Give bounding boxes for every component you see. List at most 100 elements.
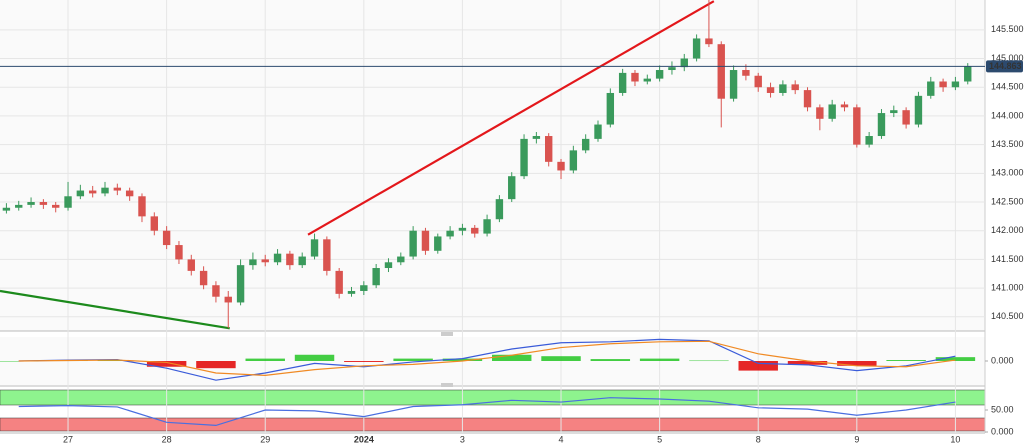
last-price-box [986,60,1023,73]
candle-body [927,81,935,96]
resize-handle[interactable] [441,332,453,336]
candle-body [471,227,479,234]
candle-body [409,230,417,257]
candle-body [495,199,504,220]
candle-body [902,110,910,125]
candle-body [298,256,306,266]
candle-body [52,204,60,208]
y-tick-label: 144.500 [991,82,1024,92]
candle-body [532,136,541,139]
candle-body [643,78,651,82]
candle-body [594,124,602,139]
y-tick-label: 144.000 [991,110,1024,120]
candle-body [692,38,701,59]
y-tick-label: 141.500 [991,254,1024,264]
candle-body [545,136,553,162]
candle-body [618,72,627,93]
trend-line [0,289,230,330]
candle-body [668,67,676,71]
candle-body [76,190,85,197]
histogram-bar [837,361,877,366]
y-tick-label: 142.500 [991,196,1024,206]
candle-body [138,196,146,217]
candle-body [951,81,960,88]
candle-body [27,202,35,205]
candle-body [680,58,688,68]
x-tick-label: 9 [854,434,859,444]
candle-body [347,290,356,294]
histogram-bar [97,360,138,362]
y-tick-label: 141.000 [991,282,1024,292]
candle-body [101,187,109,194]
main-panel [0,0,985,331]
x-tick-label: 27 [63,434,73,444]
candle-body [372,268,380,286]
candle-body [187,259,195,271]
candle-body [64,196,72,208]
indicator-line [18,340,956,377]
candle-body [236,265,245,303]
candle-body [39,202,48,205]
candle-body [162,230,171,246]
upper-band [0,389,986,406]
candle-body [766,87,775,93]
candle-body [840,104,849,108]
y-tick-label: 145.000 [991,53,1024,63]
candle-body [742,70,750,76]
candle-body [384,262,393,269]
y-tick-label: 0.000 [991,426,1014,436]
candle-body [212,285,220,297]
candle-body [754,75,762,88]
candle-body [557,161,565,171]
candle-body [15,204,23,208]
candle-body [717,44,725,99]
candle-body [286,253,294,266]
candle-body [125,190,134,197]
candle-body [606,92,615,125]
candle-body [175,245,183,260]
candle-body [360,285,368,291]
candle-body [421,230,430,251]
x-tick-label: 8 [756,434,761,444]
candle-body [816,107,824,119]
histogram-bar [590,359,631,361]
lower-band [0,417,986,432]
trend-line [307,0,715,236]
candle-body [397,256,405,263]
indicator-line [18,338,956,381]
histogram-bar [886,360,926,361]
candle-body [964,66,972,82]
candle-body [434,236,442,251]
histogram-bar [492,354,532,361]
candle-body [88,190,97,194]
histogram-bar [146,361,187,367]
y-tick-label: 140.500 [991,311,1024,321]
histogram-bar [787,361,828,365]
candle-body [853,107,861,145]
histogram-bar [344,361,384,362]
candle-body [483,219,491,234]
candle-body [310,239,319,257]
candle-body [939,81,947,88]
candle-body [877,113,886,137]
candle-body [791,84,799,91]
candle-body [828,104,836,119]
y-tick-label: 143.000 [991,168,1024,178]
y-tick-label: 143.500 [991,139,1024,149]
candle-body [729,70,738,99]
candle-body [2,207,11,211]
histogram-bar [245,358,285,361]
resize-handle[interactable] [441,383,453,387]
x-tick-label: 4 [559,434,564,444]
candle-body [631,72,639,82]
candle-body [779,84,787,93]
histogram-bar [639,358,680,361]
candle-body [446,230,454,237]
last-price-label: 144.863 [989,61,1022,71]
candle-body [705,38,713,45]
candle-body [581,138,590,151]
candle-body [865,136,873,145]
candle-body [249,259,257,266]
candle-body [273,253,282,263]
histogram-bar [689,360,729,362]
